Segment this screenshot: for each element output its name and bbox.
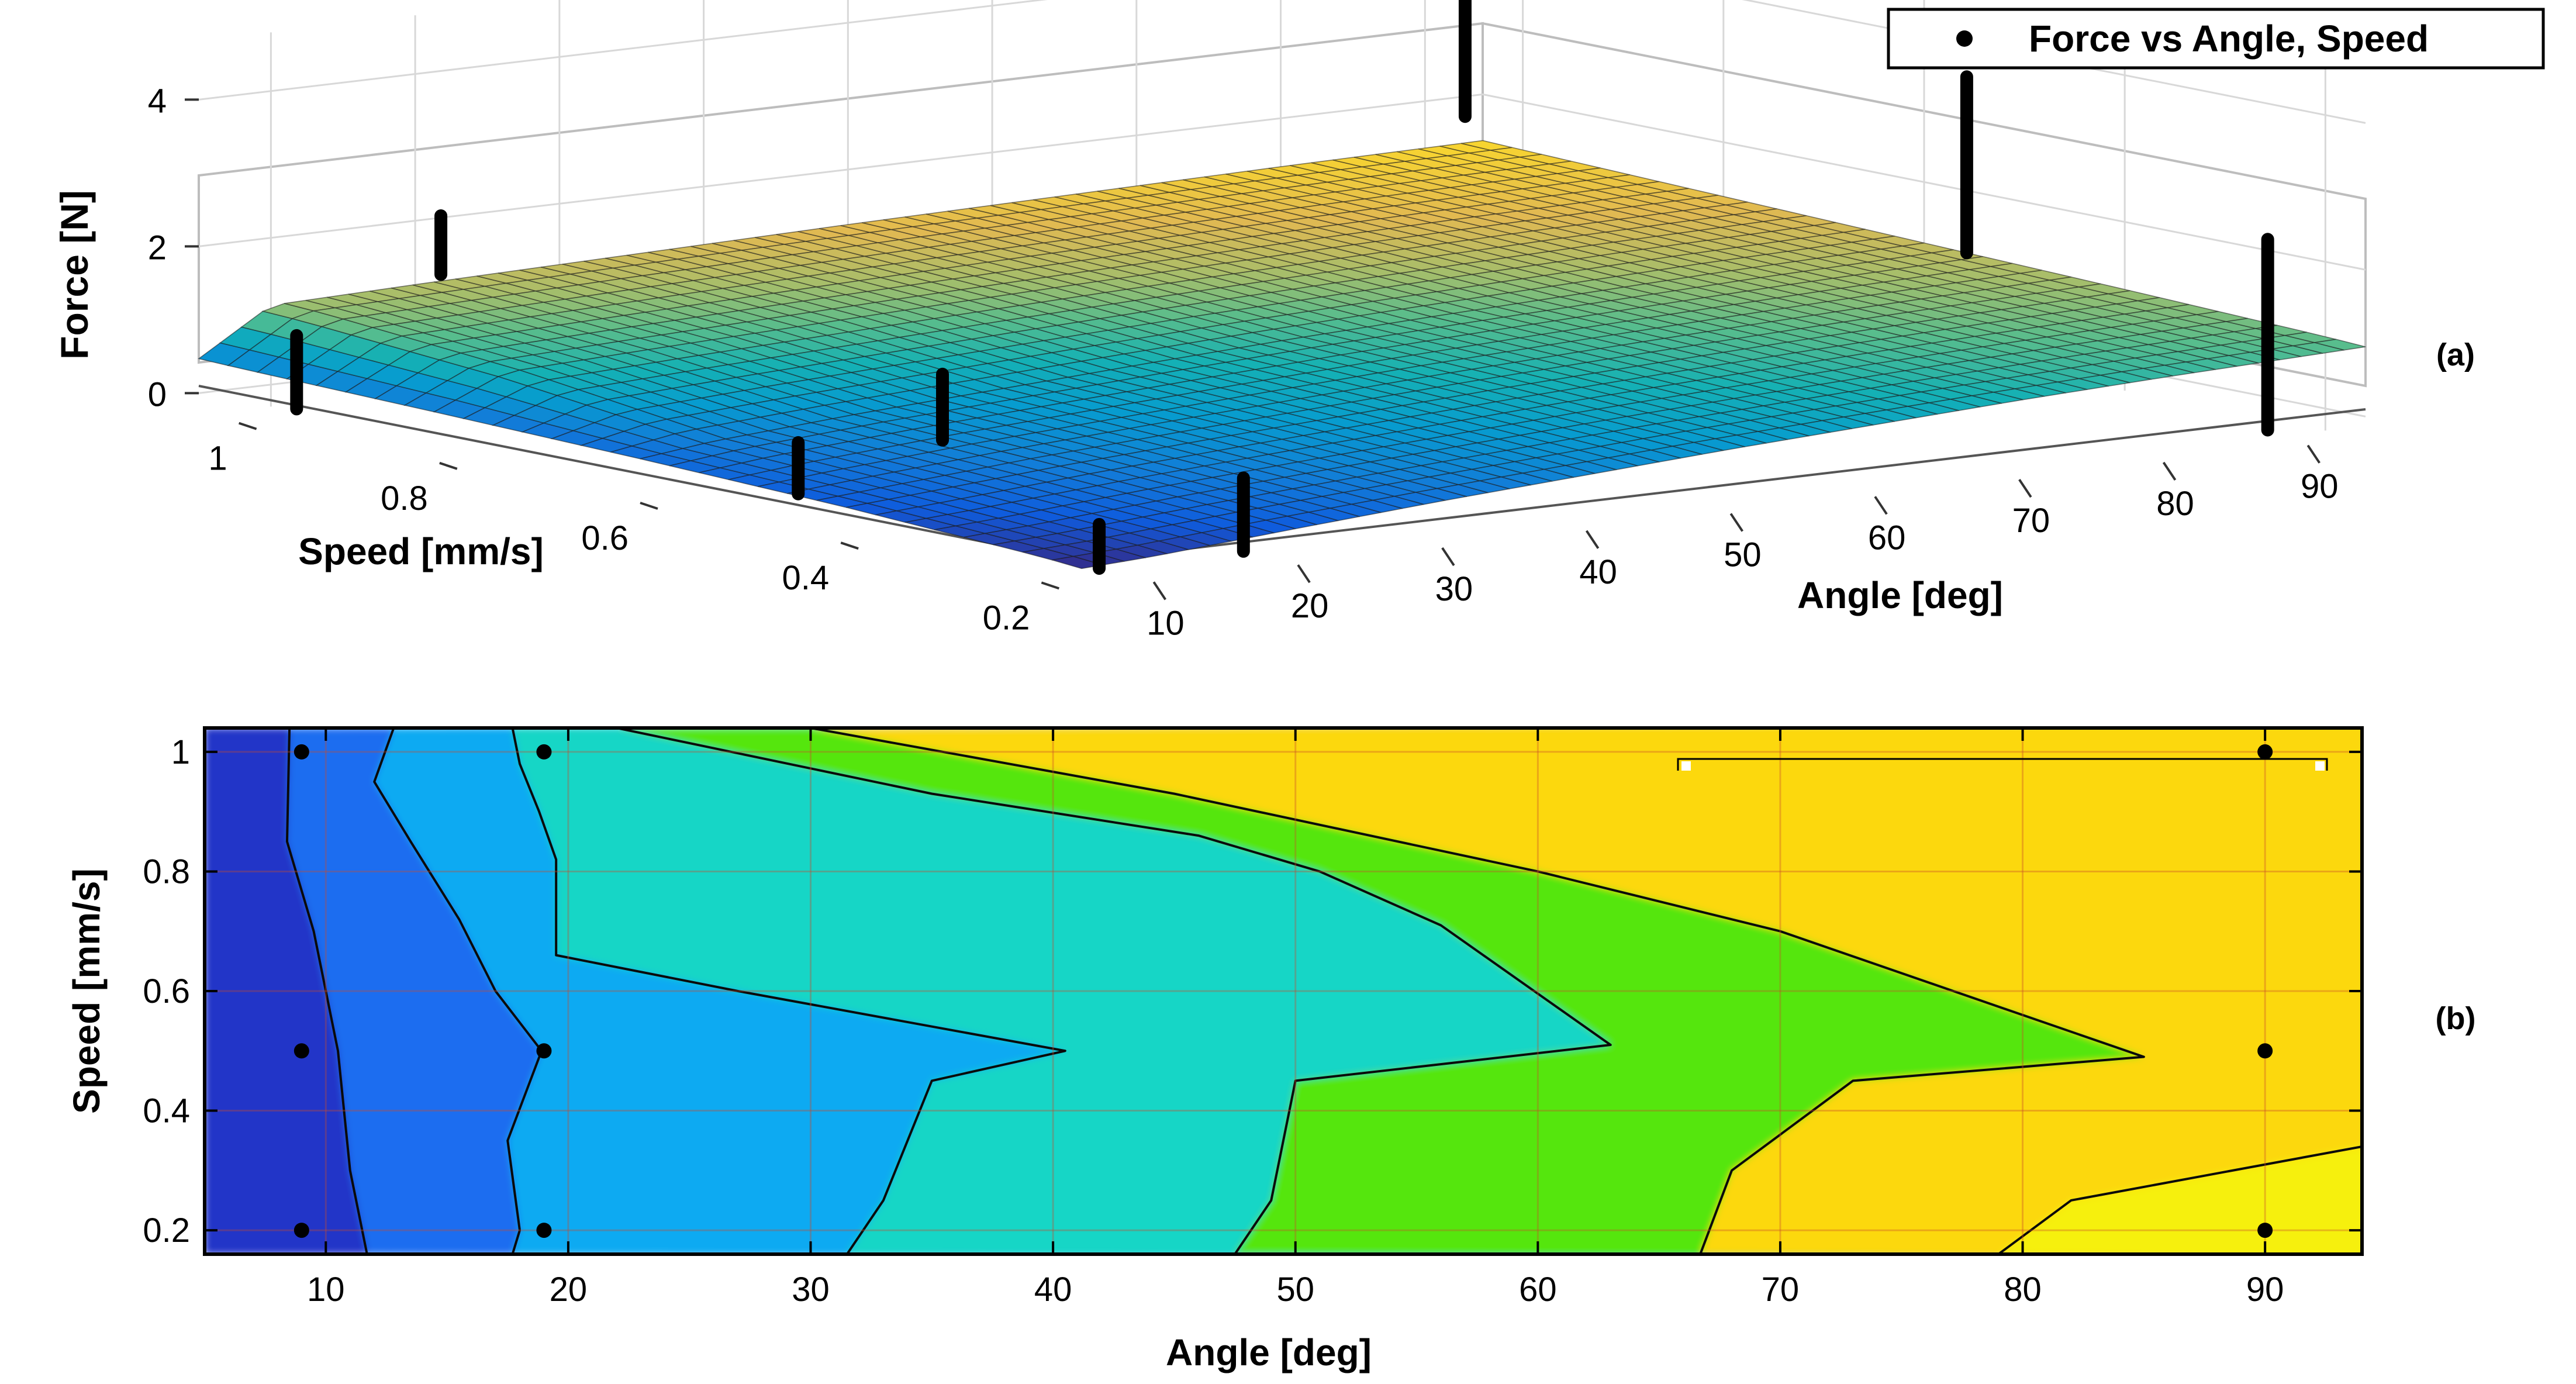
- speed-tick-label-b: 0.6: [143, 972, 190, 1010]
- legend-marker: [1956, 30, 1973, 47]
- angle-tick: [1297, 564, 1311, 584]
- contour-line-3: [511, 728, 1066, 1254]
- angle-tick-label-b: 20: [550, 1271, 588, 1309]
- angle-tick-label-b: 30: [792, 1271, 830, 1309]
- z-gridline: [198, 93, 2366, 271]
- sample-marker-b: [2257, 744, 2273, 760]
- y-axis-label-b: Speed [mm/s]: [65, 868, 108, 1114]
- angle-tick: [2018, 479, 2032, 498]
- angle-tick-label-a: 60: [1868, 519, 1906, 557]
- speed-tick: [640, 502, 658, 510]
- x-axis-label-b: Angle [deg]: [1166, 1331, 1372, 1373]
- speed-tick: [439, 461, 458, 470]
- angle-tick-label-b: 60: [1519, 1271, 1557, 1309]
- angle-tick-label-a: 90: [2301, 468, 2339, 506]
- panel-label-a: (a): [2436, 337, 2475, 372]
- panel-label-b: (b): [2436, 1001, 2476, 1036]
- angle-tick-label-b: 90: [2246, 1271, 2284, 1309]
- sample-marker-b: [293, 1223, 309, 1238]
- panel-b-contour-plot: 10 20 30 40 50 60 70 80 90 0.2 0.4 0.6 0.8 1 Speed [m…: [65, 726, 2476, 1373]
- angle-tick-label-b: 50: [1276, 1271, 1314, 1309]
- sample-marker-b: [293, 744, 309, 760]
- contour-line-5: [810, 728, 2145, 1254]
- speed-tick-label-a: 0.2: [983, 599, 1030, 637]
- force-surface: [198, 140, 2366, 570]
- angle-tick-label-a: 10: [1147, 604, 1185, 642]
- contour-line-1: [285, 728, 368, 1254]
- speed-tick-label-b: 0.4: [143, 1092, 190, 1130]
- sample-marker-b: [2257, 1043, 2273, 1059]
- sample-marker-b: [536, 1043, 552, 1059]
- z-axis-label: Force [N]: [53, 190, 96, 360]
- contour-line-4: [616, 728, 1612, 1254]
- sample-marker-b: [2257, 1223, 2273, 1238]
- speed-tick-label-a: 0.4: [782, 559, 830, 597]
- angle-tick-label-a: 70: [2012, 502, 2050, 540]
- angle-tick-label-a: 20: [1291, 587, 1329, 625]
- sample-marker-b: [536, 744, 552, 760]
- speed-tick-label-a: 0.8: [381, 479, 428, 517]
- speed-tick-label-b: 1: [171, 733, 190, 771]
- angle-tick-label-b: 40: [1034, 1271, 1072, 1309]
- contour-fill-level-6: [810, 728, 2362, 1254]
- legend: Force vs Angle, Speed: [1887, 8, 2545, 70]
- sample-marker-b: [293, 1043, 309, 1059]
- speed-tick: [840, 541, 859, 550]
- z-tick-label: 4: [148, 82, 167, 120]
- panel-a-surface-plot: 0 2 4 1 0.8 0.6 0.4 0.2 10 20 30 40 50 60 70 80 90 Force…: [53, 0, 2545, 642]
- sample-marker-b: [536, 1223, 552, 1238]
- y-axis-label-a: Speed [mm/s]: [298, 530, 544, 572]
- angle-tick-label-a: 80: [2156, 485, 2194, 523]
- surface-patch: [2314, 339, 2366, 351]
- speed-tick: [239, 422, 257, 430]
- speed-tick-label-a: 1: [208, 440, 227, 478]
- angle-tick: [1874, 496, 1888, 515]
- angle-tick: [1585, 530, 1600, 549]
- angle-tick: [2306, 444, 2321, 464]
- angle-tick: [1729, 513, 1744, 532]
- inner-legend-ghost: [1677, 758, 2328, 771]
- angle-tick-label-b: 80: [2004, 1271, 2042, 1309]
- angle-tick-label-a: 40: [1579, 553, 1617, 591]
- angle-tick: [2162, 461, 2177, 481]
- speed-tick-label-b: 0.2: [143, 1212, 190, 1250]
- legend-label: Force vs Angle, Speed: [2029, 18, 2429, 60]
- speed-tick: [1041, 581, 1059, 590]
- speed-tick-label-b: 0.8: [143, 853, 190, 891]
- angle-tick-label-b: 70: [1762, 1271, 1800, 1309]
- contour-line-6: [1997, 1145, 2362, 1254]
- angle-tick: [1152, 581, 1167, 600]
- contour-line-2: [373, 728, 543, 1254]
- angle-tick: [1441, 547, 1455, 567]
- x-axis-label-a: Angle [deg]: [1797, 574, 2003, 616]
- angle-tick-label-a: 30: [1435, 570, 1473, 608]
- angle-tick-label-b: 10: [307, 1271, 345, 1309]
- z-tick-label: 2: [148, 229, 167, 267]
- angle-tick-label-a: 50: [1724, 536, 1762, 574]
- speed-tick-label-a: 0.6: [581, 519, 629, 557]
- z-tick-label: 0: [148, 375, 167, 413]
